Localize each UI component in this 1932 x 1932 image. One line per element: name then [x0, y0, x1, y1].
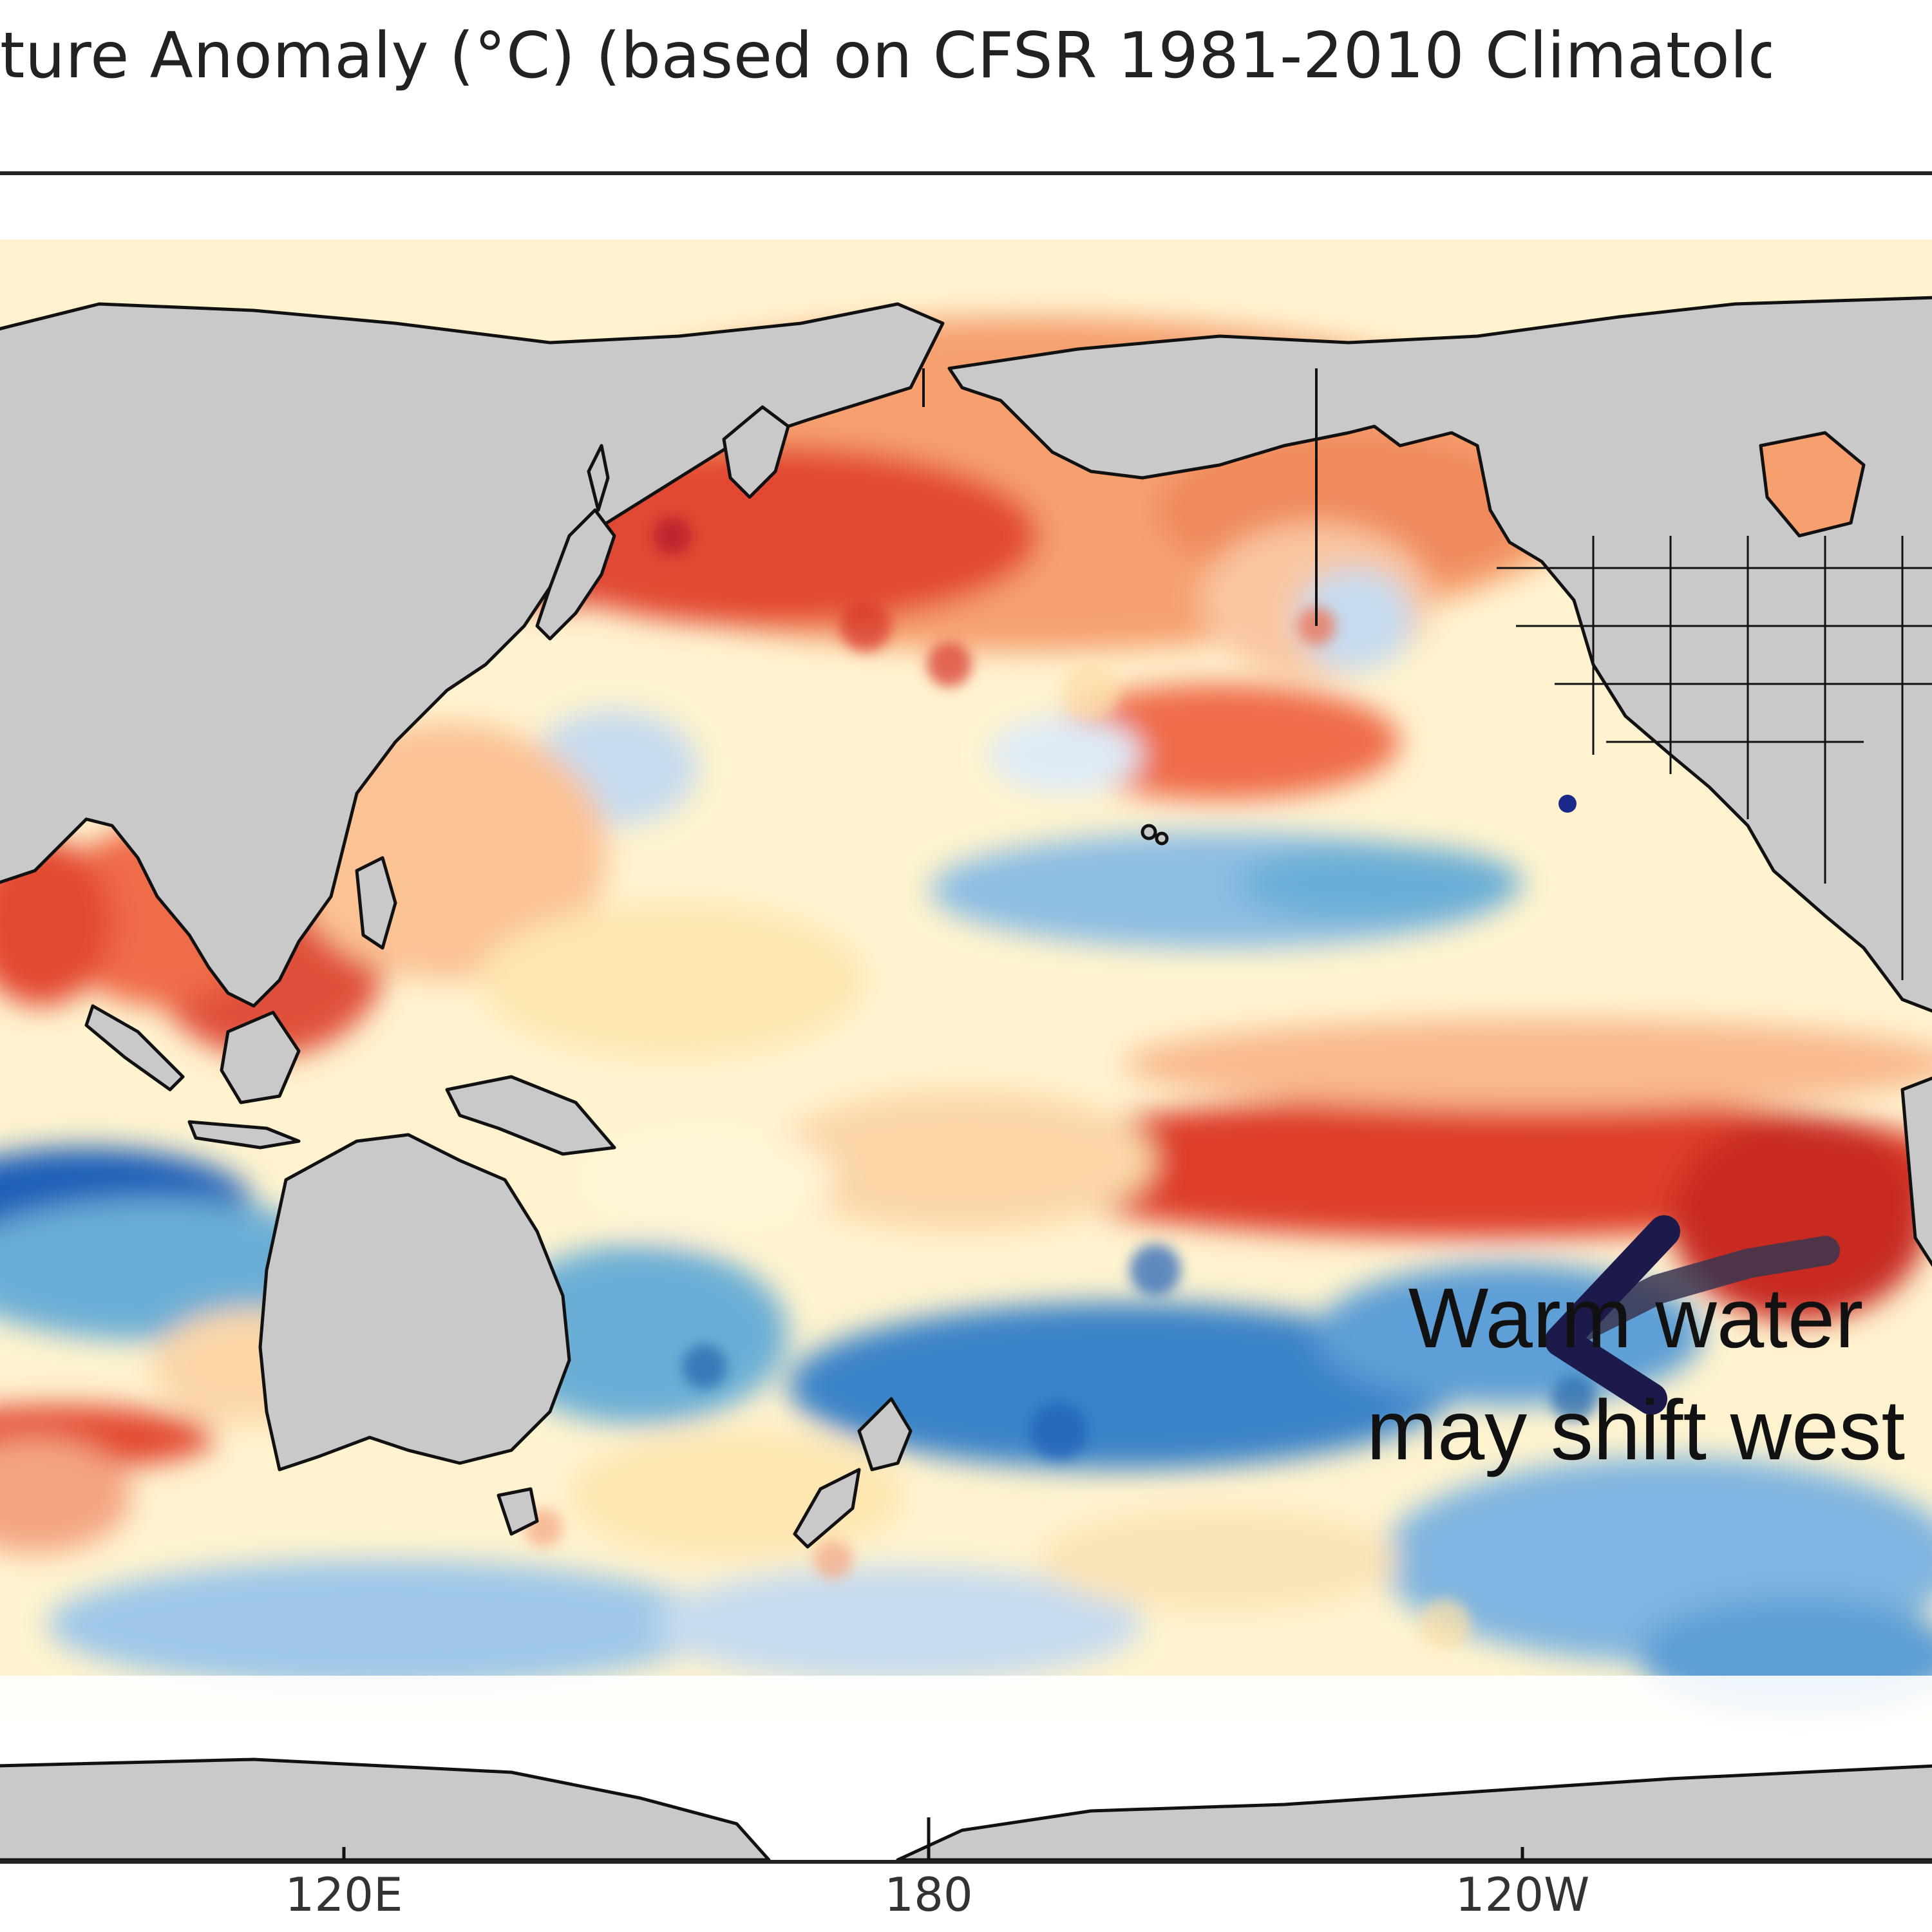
land-masses — [0, 296, 1932, 1860]
longitude-ticks — [342, 1817, 1524, 1860]
antarctica-landmass — [0, 1757, 771, 1860]
north-america-landmass — [947, 296, 1932, 1013]
australia-landmass — [258, 1133, 571, 1472]
cool-spot-marker — [1558, 795, 1577, 813]
asia-landmass — [0, 302, 945, 1008]
annotation-line-2: may shift west — [1366, 1383, 1906, 1478]
map-title: ture Anomaly (°C) (based on CFSR 1981-20… — [0, 19, 1771, 93]
south-pacific-cool — [788, 1302, 1458, 1470]
annotation-line-1: Warm water — [1408, 1271, 1864, 1365]
x-tick-120e: 120E — [285, 1868, 403, 1922]
map-annotation: Warm water may shift west — [1314, 1262, 1932, 1486]
x-tick-180: 180 — [884, 1868, 973, 1922]
westward-arrow — [1545, 1215, 1840, 1415]
us-state-borders — [922, 368, 1932, 980]
x-tick-120w: 120W — [1455, 1868, 1590, 1922]
sst-anomaly-map — [0, 171, 1932, 1864]
